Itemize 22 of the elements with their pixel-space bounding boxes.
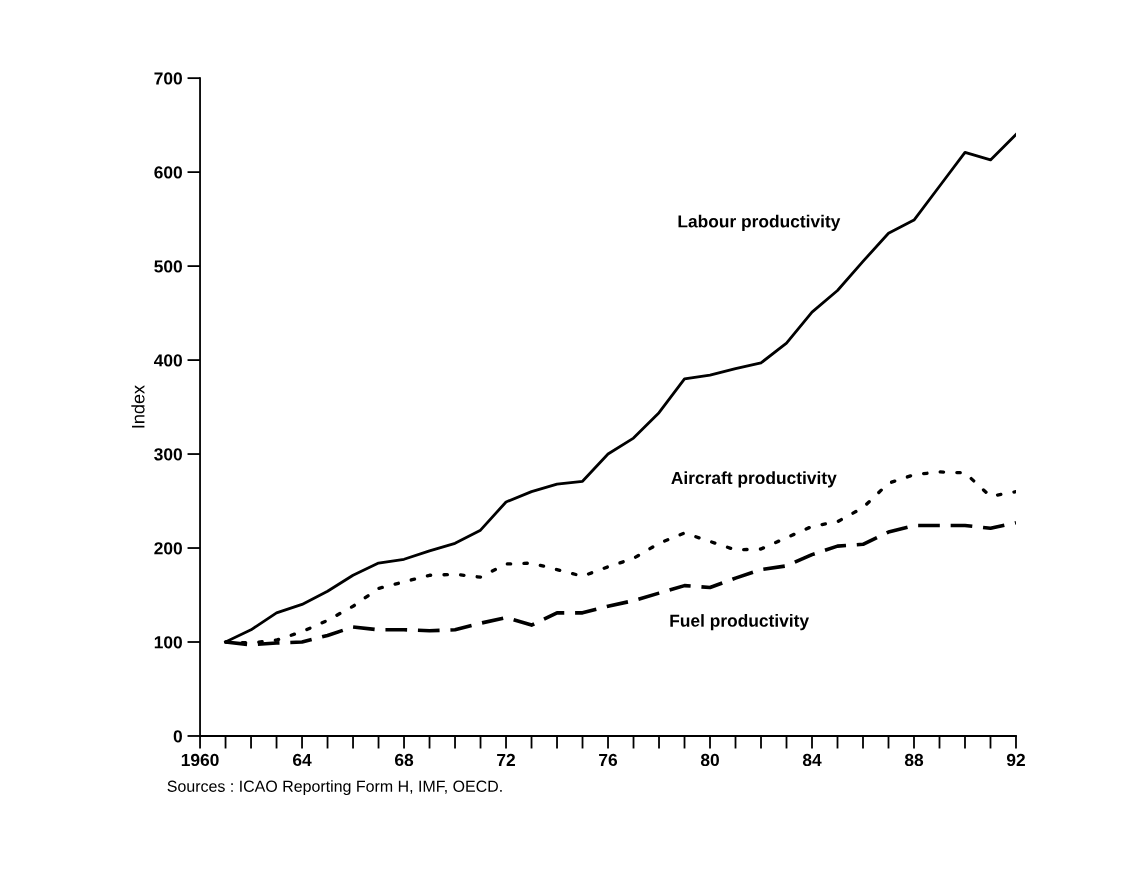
x-tick-label: 1960 — [181, 753, 219, 767]
x-tick-label: 80 — [700, 753, 719, 767]
y-tick-label: 700 — [154, 72, 182, 85]
text: Labour productivity — [678, 214, 841, 231]
y-tick-label: 400 — [153, 354, 182, 367]
x-tick-label: 72 — [497, 753, 515, 766]
x-tick-label: 64 — [293, 753, 312, 767]
y-tick-label: 300 — [154, 448, 182, 461]
series-label: Fuel productivity — [670, 614, 809, 631]
x-tick-label: 76 — [599, 753, 618, 767]
x-tick-label: 84 — [802, 753, 822, 767]
x-tick-label: 68 — [395, 753, 414, 767]
y-tick-label: 600 — [154, 166, 182, 179]
y-tick-label: 200 — [154, 542, 182, 555]
y-tick-label: 0 — [173, 730, 182, 743]
y-tick-label: 100 — [154, 636, 182, 649]
source-note: Sources : ICAO Reporting Form H, IMF, OECD. — [167, 780, 502, 796]
y-tick-label: 500 — [154, 260, 182, 273]
y-axis-title: Index — [131, 385, 145, 428]
x-tick-label: 92 — [1006, 753, 1025, 767]
series-label: Aircraft productivity — [671, 471, 837, 488]
x-tick-label: 88 — [904, 753, 924, 767]
